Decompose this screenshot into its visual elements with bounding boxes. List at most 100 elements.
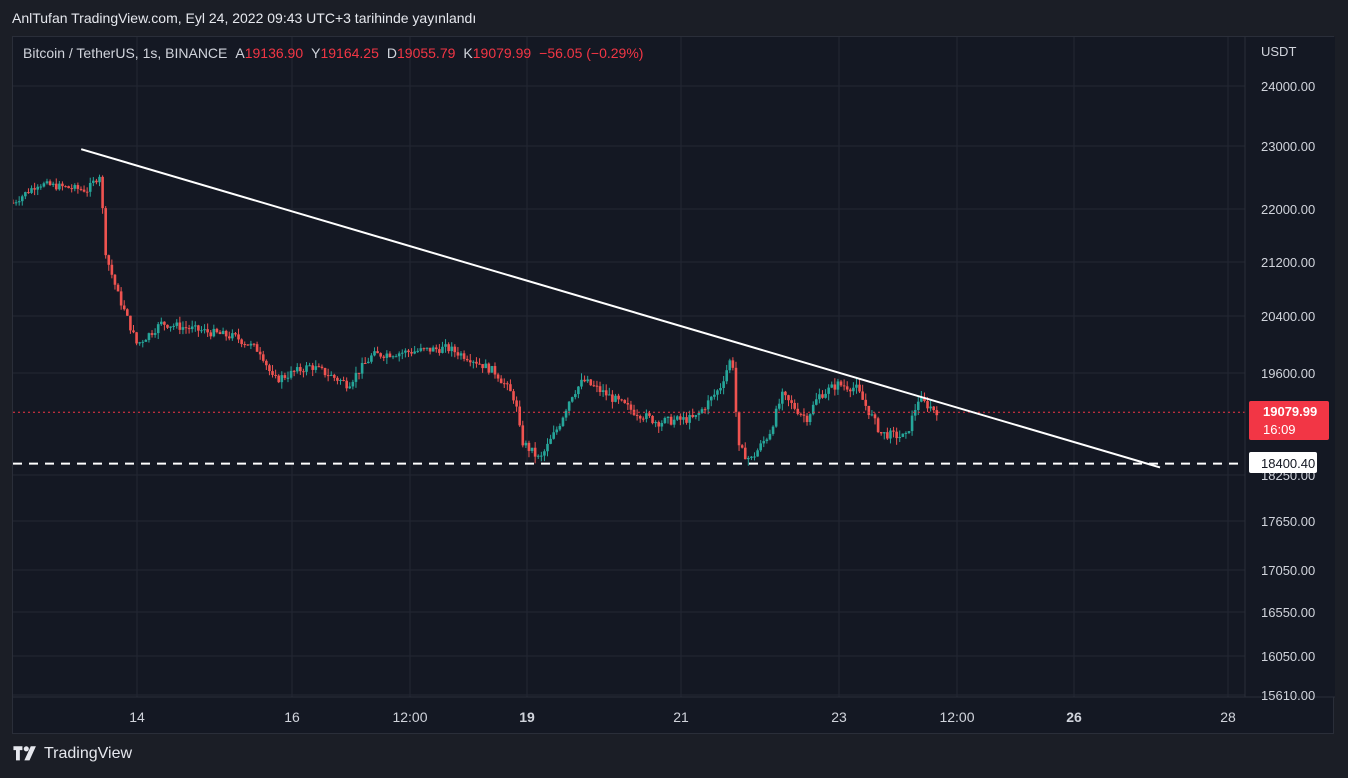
candle-body bbox=[39, 186, 43, 188]
candle-body bbox=[768, 433, 772, 440]
candle-body bbox=[750, 456, 753, 458]
candle-body bbox=[292, 370, 296, 372]
open-value: 19136.90 bbox=[244, 45, 304, 61]
candle-body bbox=[388, 353, 392, 358]
price-chart[interactable]: USDT 24000.00 23000.00 22000.00 21200.00 204… bbox=[13, 37, 1335, 735]
candle-body bbox=[70, 188, 74, 190]
candle-body bbox=[549, 438, 552, 444]
candle-body bbox=[703, 409, 707, 411]
candle-body bbox=[342, 379, 345, 381]
candle-body bbox=[246, 344, 250, 346]
candle-body bbox=[289, 370, 293, 378]
candle-body bbox=[197, 325, 200, 331]
candle-body bbox=[586, 379, 589, 382]
candle-body bbox=[33, 188, 36, 190]
candle-body bbox=[475, 361, 478, 364]
candle-body bbox=[224, 330, 228, 337]
candle-body bbox=[626, 403, 630, 405]
candle-body bbox=[431, 347, 435, 352]
candle-body bbox=[913, 410, 917, 416]
candle-body bbox=[367, 361, 370, 364]
price-tick-label: 19600.00 bbox=[1261, 366, 1315, 381]
candle-body bbox=[533, 447, 537, 457]
candle-body bbox=[231, 333, 234, 339]
chart-pane[interactable]: USDT 24000.00 23000.00 22000.00 21200.00 204… bbox=[12, 36, 1335, 735]
candle-body bbox=[620, 399, 623, 401]
candle-body bbox=[311, 365, 314, 370]
candle-body bbox=[654, 422, 657, 424]
time-axis-ticks: 14 16 12:00 19 21 23 12:00 26 28 bbox=[129, 709, 1236, 725]
candle-body bbox=[333, 374, 336, 378]
candle-body bbox=[716, 390, 719, 395]
hline-price-value: 18400.40 bbox=[1261, 456, 1315, 471]
candle-body bbox=[728, 360, 732, 371]
candle-body bbox=[434, 347, 438, 350]
candle-body bbox=[64, 186, 67, 188]
candle-body bbox=[923, 397, 926, 402]
candle-body bbox=[762, 441, 766, 444]
candle-body bbox=[499, 378, 503, 384]
candle-body bbox=[481, 364, 484, 369]
candle-body bbox=[85, 191, 89, 193]
tradingview-brand[interactable]: TradingView bbox=[12, 745, 132, 763]
candle-body bbox=[178, 322, 182, 330]
candle-body bbox=[156, 324, 160, 334]
hline-price-label: 18400.40 bbox=[1249, 452, 1317, 473]
candle-body bbox=[818, 394, 821, 400]
candle-body bbox=[895, 431, 898, 439]
candle-body bbox=[787, 395, 790, 401]
time-tick-label: 21 bbox=[673, 709, 689, 725]
candle-body bbox=[645, 413, 648, 419]
candle-body bbox=[530, 447, 534, 451]
time-tick-label: 16 bbox=[284, 709, 300, 725]
candle-body bbox=[570, 397, 574, 402]
bar-countdown: 16:09 bbox=[1263, 422, 1296, 437]
candle-body bbox=[323, 367, 327, 376]
candle-body bbox=[326, 375, 330, 377]
candle-body bbox=[27, 192, 30, 194]
candle-body bbox=[737, 411, 741, 446]
high-label: Y bbox=[311, 45, 321, 61]
candle-body bbox=[227, 336, 231, 339]
candle-body bbox=[166, 324, 169, 328]
candle-body bbox=[218, 332, 222, 335]
candle-body bbox=[379, 353, 382, 357]
price-tick-label: 24000.00 bbox=[1261, 79, 1315, 94]
candle-body bbox=[892, 430, 895, 432]
candles bbox=[13, 174, 939, 466]
candle-body bbox=[175, 322, 179, 326]
price-axis-ticks: 24000.00 23000.00 22000.00 21200.00 20400.00… bbox=[1261, 79, 1315, 703]
candle-body bbox=[694, 415, 698, 417]
time-tick-label: 12:00 bbox=[392, 709, 427, 725]
candle-body bbox=[691, 414, 695, 417]
candle-body bbox=[438, 349, 441, 353]
candle-body bbox=[237, 334, 240, 340]
candle-body bbox=[926, 401, 929, 409]
candle-body bbox=[243, 344, 247, 346]
candle-body bbox=[638, 415, 642, 419]
candle-body bbox=[617, 395, 620, 400]
low-label: D bbox=[386, 45, 397, 61]
candle-body bbox=[283, 375, 287, 378]
candle-body bbox=[901, 433, 905, 437]
candle-body bbox=[450, 346, 454, 352]
candle-body bbox=[824, 393, 827, 398]
candle-body bbox=[122, 305, 126, 310]
candle-body bbox=[465, 358, 469, 361]
candle-body bbox=[261, 354, 265, 361]
candle-body bbox=[54, 183, 58, 190]
candle-body bbox=[935, 410, 939, 416]
price-axis-currency: USDT bbox=[1261, 44, 1296, 59]
candle-body bbox=[910, 415, 914, 432]
candle-body bbox=[144, 339, 148, 342]
candle-body bbox=[110, 264, 114, 275]
candle-body bbox=[858, 384, 861, 392]
candle-body bbox=[771, 426, 775, 434]
candle-body bbox=[58, 183, 61, 190]
candle-body bbox=[360, 362, 364, 374]
symbol-title: Bitcoin / TetherUS, 1s, BINANCE bbox=[23, 45, 228, 61]
candle-body bbox=[774, 408, 778, 427]
candle-body bbox=[419, 348, 423, 351]
last-price-label: 19079.99 16:09 bbox=[1249, 401, 1329, 440]
candle-body bbox=[808, 414, 812, 423]
